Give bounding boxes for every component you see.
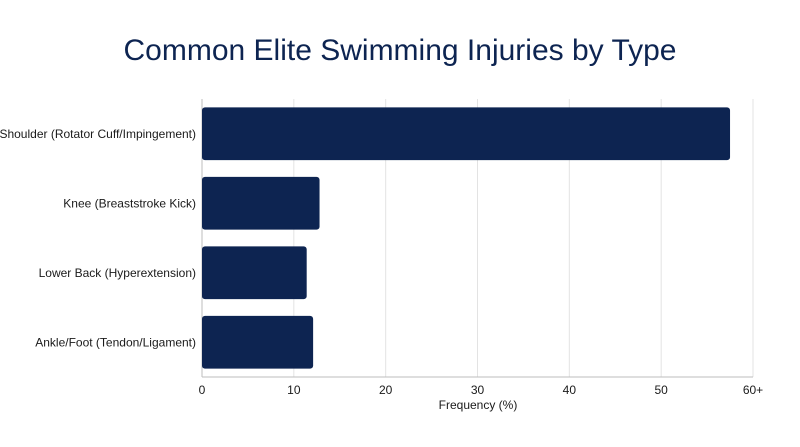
x-tick-label: 40 (563, 383, 577, 397)
bar (202, 107, 731, 161)
x-tick-label: 20 (379, 383, 393, 397)
x-tick-label: 60+ (743, 383, 763, 397)
x-tick-label: 0 (199, 383, 206, 397)
x-axis-label: Frequency (%) (439, 398, 518, 412)
bar (202, 315, 314, 369)
chart-title: Common Elite Swimming Injuries by Type (124, 34, 677, 67)
category-label: Knee (Breaststroke Kick) (63, 196, 196, 210)
category-label: Ankle/Foot (Tendon/Ligament) (35, 335, 196, 349)
x-tick-label: 30 (471, 383, 485, 397)
bar (202, 176, 320, 230)
x-tick-label: 50 (654, 383, 668, 397)
category-label: Lower Back (Hyperextension) (39, 266, 196, 280)
x-tick-label: 10 (287, 383, 301, 397)
x-tick-labels: 0 10 20 30 40 50 60+ (199, 383, 764, 397)
bars (202, 107, 731, 369)
category-label: Shoulder (Rotator Cuff/Impingement) (0, 127, 196, 141)
category-labels: Shoulder (Rotator Cuff/Impingement) Knee … (0, 127, 196, 350)
bar (202, 246, 307, 300)
